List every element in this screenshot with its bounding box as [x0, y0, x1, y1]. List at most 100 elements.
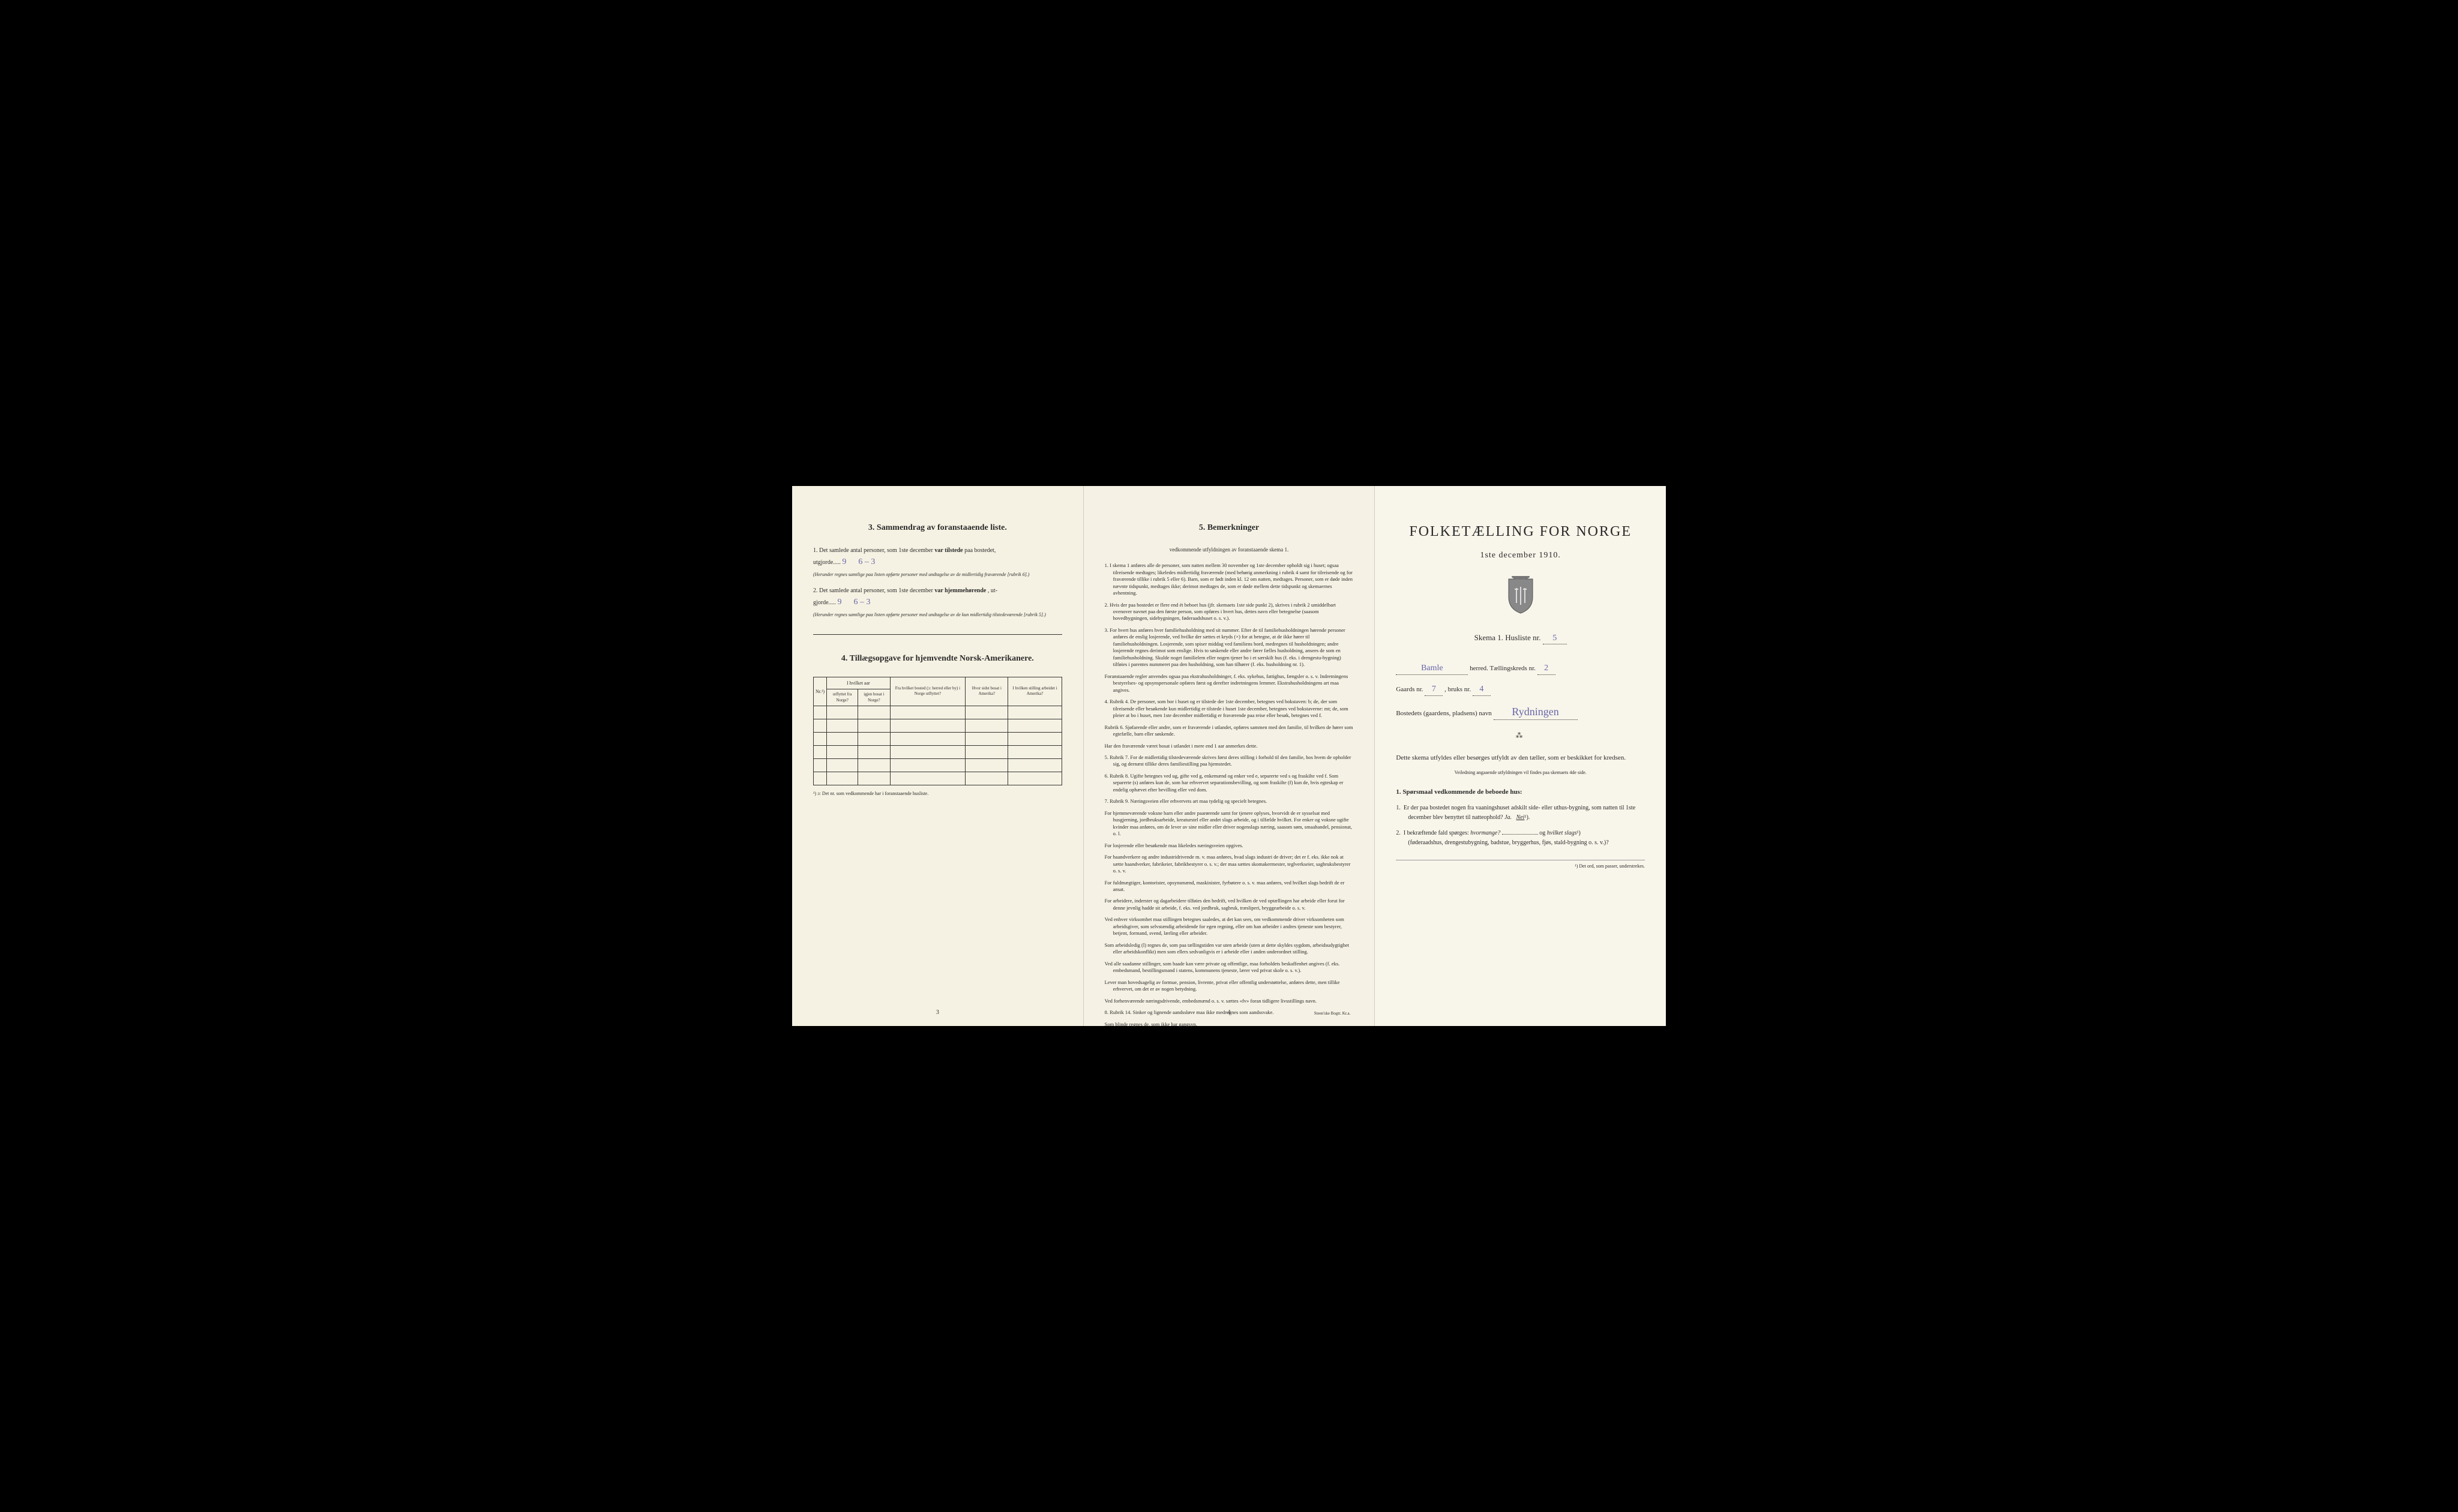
bosted-name: Rydningen [1494, 704, 1578, 720]
q2c: (føderaadshus, drengestubygning, badstue… [1408, 839, 1608, 846]
section5-subtitle: vedkommende utfyldningen av foranstaaend… [1105, 546, 1354, 554]
kreds-nr: 2 [1537, 662, 1555, 675]
th-sidst: Hvor sidst bosat i Amerika? [966, 677, 1008, 706]
page-number-3: 3 [936, 1009, 939, 1017]
emigrant-table: Nr.¹) I hvilket aar Fra hvilket bosted (… [813, 677, 1062, 786]
remark-item: Ved enhver virksomhet maa stillingen bet… [1105, 916, 1354, 937]
bosted-label: Bostedets (gaardens, pladsens) navn [1396, 710, 1491, 717]
remark-item: For arbeidere, inderster og dagarbeidere… [1105, 898, 1354, 911]
item2-label: 2. Det samlede antal personer, som 1ste … [813, 587, 934, 594]
q2-hvilket: hvilket slags [1547, 830, 1577, 836]
q2-blank [1502, 834, 1538, 835]
item1-after: paa bostedet, [964, 547, 996, 554]
th-igjen: igjen bosat i Norge? [858, 689, 890, 706]
page-number-4: 4 [1228, 1009, 1231, 1017]
gaards-row: Gaards nr. 7 , bruks nr. 4 [1396, 683, 1645, 696]
th-bosted: Fra hvilket bosted (ɔ: herred eller by) … [890, 677, 966, 706]
printer-note: Steen'ske Bogtr. Kr.a. [1314, 1011, 1351, 1017]
herred-row: Bamle herred. Tællingskreds nr. 2 [1396, 662, 1645, 675]
item1-utgjorde: utgjorde..... [813, 559, 841, 566]
coat-of-arms-icon [1396, 576, 1645, 617]
q1-num: 1. [1396, 805, 1401, 811]
remark-item: Ved forhenværende næringsdrivende, embed… [1105, 998, 1354, 1004]
husliste-nr: 5 [1543, 632, 1567, 645]
item2-after: , ut- [988, 587, 997, 594]
item1-hw1: 9 [842, 557, 846, 566]
th-stilling: I hvilken stilling arbeidet i Amerika? [1008, 677, 1062, 706]
q1-sup: ¹). [1524, 814, 1530, 821]
q2a: I bekræftende fald spørges: [1404, 830, 1470, 836]
end-footnote: ¹) Det ord, som passer, understrekes. [1396, 860, 1645, 869]
item2-bold: var hjemmehørende [934, 587, 986, 594]
remark-item: Rubrik 6. Sjøfarende eller andre, som er… [1105, 724, 1354, 738]
remark-item: Som blinde regnes de, som ikke har gangs… [1105, 1021, 1354, 1028]
page-left: 3. Sammendrag av foranstaaende liste. 1.… [792, 486, 1084, 1026]
q2-num: 2. [1396, 830, 1401, 836]
section5-title: 5. Bemerkninger [1105, 522, 1354, 534]
skema-label: Skema 1. Husliste nr. [1474, 633, 1541, 642]
th-aar-group: I hvilket aar [827, 677, 891, 689]
section3-title: 3. Sammendrag av foranstaaende liste. [813, 522, 1062, 534]
bosted-row: Bostedets (gaardens, pladsens) navn Rydn… [1396, 704, 1645, 720]
ornament-separator: ⁂ [1396, 731, 1645, 741]
remarks-list: 1. I skema 1 anføres alle de personer, s… [1105, 562, 1354, 1028]
gaards-nr: 7 [1425, 683, 1443, 696]
skema-line: Skema 1. Husliste nr. 5 [1396, 632, 1645, 645]
item2-gjorde: gjorde..... [813, 599, 836, 606]
main-title: FOLKETÆLLING FOR NORGE [1396, 522, 1645, 542]
table-row [814, 706, 1062, 719]
emigrant-tbody [814, 706, 1062, 785]
table-row [814, 759, 1062, 772]
table-row [814, 733, 1062, 746]
remark-item: 1. I skema 1 anføres alle de personer, s… [1105, 562, 1354, 596]
remark-item: For haandverkere og andre industridriven… [1105, 854, 1354, 874]
remark-item: Foranstaaende regler anvendes ogsaa paa … [1105, 673, 1354, 694]
remark-item: For fuldmægtiger, kontorister, opsynsmæn… [1105, 880, 1354, 893]
remark-item: For hjemmeværende voksne barn eller andr… [1105, 810, 1354, 838]
item2-hw1: 9 [838, 598, 842, 607]
gaards-label: Gaards nr. [1396, 686, 1423, 693]
summary-item-2: 2. Det samlede antal personer, som 1ste … [813, 586, 1062, 619]
table-footnote: ¹) ɔ: Det nr. som vedkommende har i fora… [813, 790, 1062, 797]
table-row [814, 746, 1062, 759]
section4-title: 4. Tillægsopgave for hjemvendte Norsk-Am… [813, 653, 1062, 665]
remark-item: Som arbeidsledig (l) regnes de, som paa … [1105, 942, 1354, 956]
item1-note: (Herunder regnes samtlige paa listen opf… [813, 571, 1062, 579]
question-1: 1. Er der paa bostedet nogen fra vaaning… [1396, 803, 1645, 823]
th-nr: Nr.¹) [814, 677, 827, 706]
remark-item: Lever man hovedsagelig av formue, pensio… [1105, 979, 1354, 993]
remark-item: 3. For hvert hus anføres hver familiehus… [1105, 627, 1354, 668]
q2-sup: ¹) [1577, 830, 1581, 836]
table-row [814, 772, 1062, 785]
herred-label: herred. Tællingskreds nr. [1470, 665, 1536, 672]
remark-item: For losjerende eller besøkende maa likel… [1105, 842, 1354, 849]
remark-item: 7. Rubrik 9. Næringsveien eller erhverve… [1105, 798, 1354, 805]
remark-item: Har den fraværende været bosat i utlande… [1105, 743, 1354, 749]
q2-hvormange: hvormange? [1470, 830, 1500, 836]
question-list: 1. Er der paa bostedet nogen fra vaaning… [1396, 803, 1645, 848]
bruks-label: , bruks nr. [1444, 686, 1471, 693]
page-center: 5. Bemerkninger vedkommende utfyldningen… [1084, 486, 1375, 1026]
item1-label: 1. Det samlede antal personer, som 1ste … [813, 547, 934, 554]
remark-item: 4. Rubrik 4. De personer, som bor i huse… [1105, 698, 1354, 719]
q2b: og [1539, 830, 1547, 836]
item2-hw2: 6 – 3 [854, 598, 871, 607]
q1-ja: Ja. [1504, 814, 1512, 821]
census-document: 3. Sammendrag av foranstaaende liste. 1.… [792, 486, 1666, 1026]
bruks-nr: 4 [1473, 683, 1491, 696]
question-header: 1. Spørsmaal vedkommende de beboede hus: [1396, 788, 1645, 797]
remark-item: 5. Rubrik 7. For de midlertidig tilstede… [1105, 754, 1354, 768]
herred-name: Bamle [1396, 662, 1468, 675]
intro-text-1: Dette skema utfyldes eller besørges utfy… [1396, 753, 1645, 764]
summary-item-1: 1. Det samlede antal personer, som 1ste … [813, 546, 1062, 579]
item2-note: (Herunder regnes samtlige paa listen opf… [813, 611, 1062, 619]
table-row [814, 719, 1062, 733]
page-right: FOLKETÆLLING FOR NORGE 1ste december 191… [1375, 486, 1666, 1026]
remark-item: 2. Hvis der paa bostedet er flere end ét… [1105, 602, 1354, 622]
q1-nei: Nei [1516, 814, 1525, 821]
intro-text-2: Veiledning angaaende utfyldningen vil fi… [1396, 769, 1645, 776]
remark-item: Ved alle saadanne stillinger, som baade … [1105, 961, 1354, 974]
question-2: 2. I bekræftende fald spørges: hvormange… [1396, 829, 1645, 848]
item1-bold: var tilstede [934, 547, 963, 554]
item1-hw2: 6 – 3 [858, 557, 875, 566]
